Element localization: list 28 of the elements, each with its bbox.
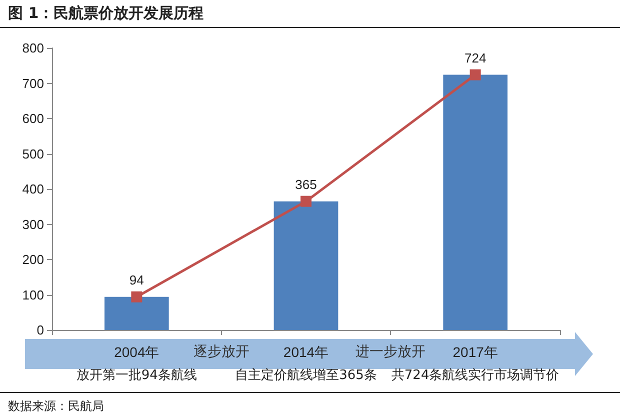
text: 自主定价航线增至365条	[235, 367, 377, 384]
point	[300, 196, 312, 207]
data-label: 94	[129, 272, 144, 288]
bar	[443, 74, 508, 330]
text: 共724条航线实行市场调节价	[391, 367, 560, 384]
y-tick-label: 600	[22, 111, 44, 126]
x-tick-label: 2017年	[452, 344, 498, 360]
y-tick-label: 300	[22, 216, 44, 232]
text: 进一步放开	[356, 343, 426, 361]
text: 放开第一批94条航线	[76, 367, 197, 384]
data-label: 365	[295, 176, 317, 192]
y-tick-label: 700	[22, 76, 44, 91]
bar	[104, 296, 169, 330]
point	[470, 69, 481, 80]
text: 逐步放开	[193, 343, 250, 361]
x-tick-label: 2014年	[283, 344, 329, 360]
chart-title: 图 1：民航票价放开发展历程	[8, 4, 204, 23]
y-tick-label: 200	[22, 252, 44, 267]
y-tick-label: 100	[22, 287, 44, 302]
x-tick-label: 2004年	[114, 344, 160, 360]
y-tick-label: 500	[22, 146, 44, 162]
source-note: 数据来源：民航局	[8, 398, 104, 415]
data-label: 724	[464, 50, 486, 66]
y-tick-label: 400	[22, 182, 44, 196]
y-tick-label: 800	[22, 40, 44, 56]
point	[131, 291, 142, 302]
bar	[274, 201, 338, 330]
y-tick-label: 0	[36, 322, 44, 338]
